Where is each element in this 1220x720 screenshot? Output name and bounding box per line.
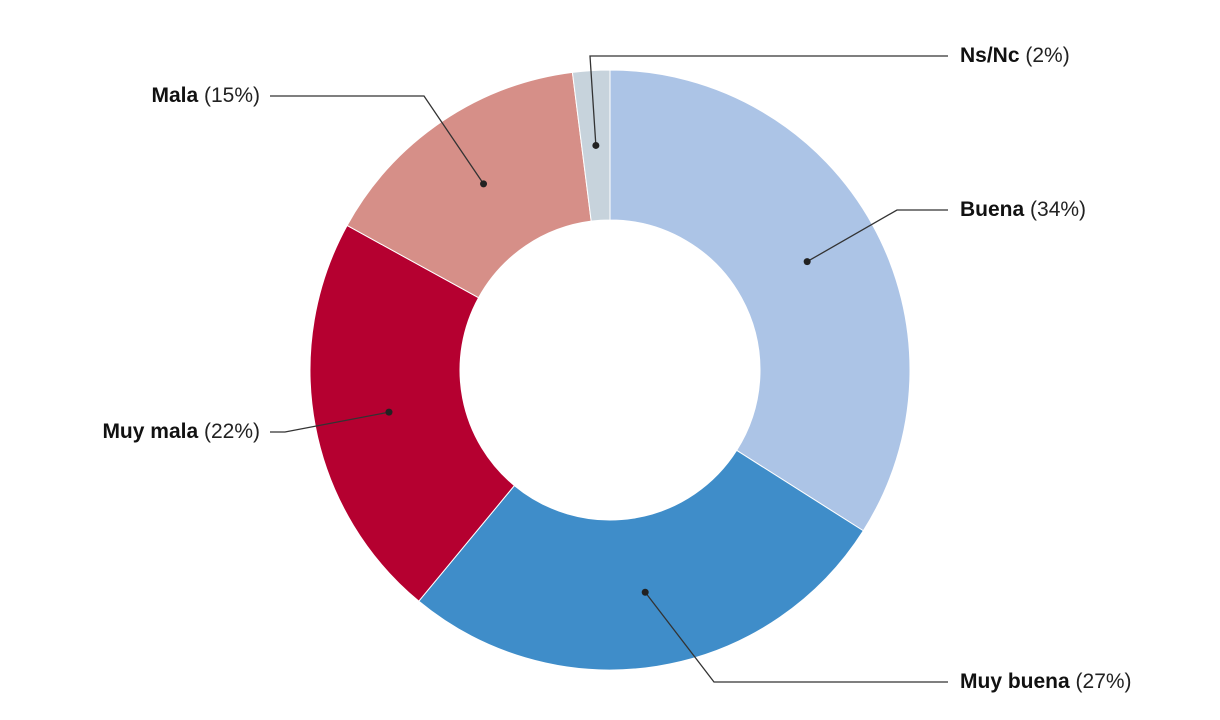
label-muy-buena: Muy buena (27%)	[960, 670, 1132, 693]
leader-dot-ns-nc	[592, 141, 600, 149]
leader-line-ns-nc	[589, 55, 948, 146]
label-name-ns-nc: Ns/Nc	[960, 44, 1020, 67]
slice-muy-mala	[309, 224, 516, 602]
label-ns-nc: Ns/Nc (2%)	[960, 44, 1070, 67]
slice-mala	[346, 71, 592, 299]
label-name-muy-mala: Muy mala	[102, 420, 198, 443]
leader-dot-buena	[803, 258, 811, 266]
label-name-mala: Mala	[151, 84, 198, 107]
label-pct-muy-buena: (27%)	[1070, 670, 1132, 693]
slices-layer	[309, 69, 911, 671]
label-name-muy-buena: Muy buena	[960, 670, 1070, 693]
label-pct-muy-mala: (22%)	[198, 420, 260, 443]
leader-dot-mala	[480, 180, 488, 188]
label-name-buena: Buena	[960, 198, 1025, 221]
leader-line-buena	[806, 209, 948, 263]
leader-line-muy-mala	[270, 411, 390, 433]
slice-ns-nc	[571, 69, 611, 222]
label-pct-ns-nc: (2%)	[1020, 44, 1070, 67]
leader-dot-muy-mala	[385, 408, 393, 416]
label-pct-mala: (15%)	[198, 84, 260, 107]
labels-layer: Buena (34%) Muy buena (27%) Muy mala (22%)…	[102, 44, 1131, 693]
leader-line-mala	[270, 95, 485, 185]
leader-line-muy-buena	[644, 591, 948, 683]
leader-lines-layer	[270, 55, 948, 683]
leader-dot-muy-buena	[641, 588, 649, 596]
label-pct-buena: (34%)	[1024, 198, 1086, 221]
label-buena: Buena (34%)	[960, 198, 1086, 221]
slice-muy-buena	[418, 449, 864, 671]
label-muy-mala: Muy mala (22%)	[102, 420, 260, 443]
label-mala: Mala (15%)	[151, 84, 260, 107]
slice-buena	[609, 69, 911, 532]
